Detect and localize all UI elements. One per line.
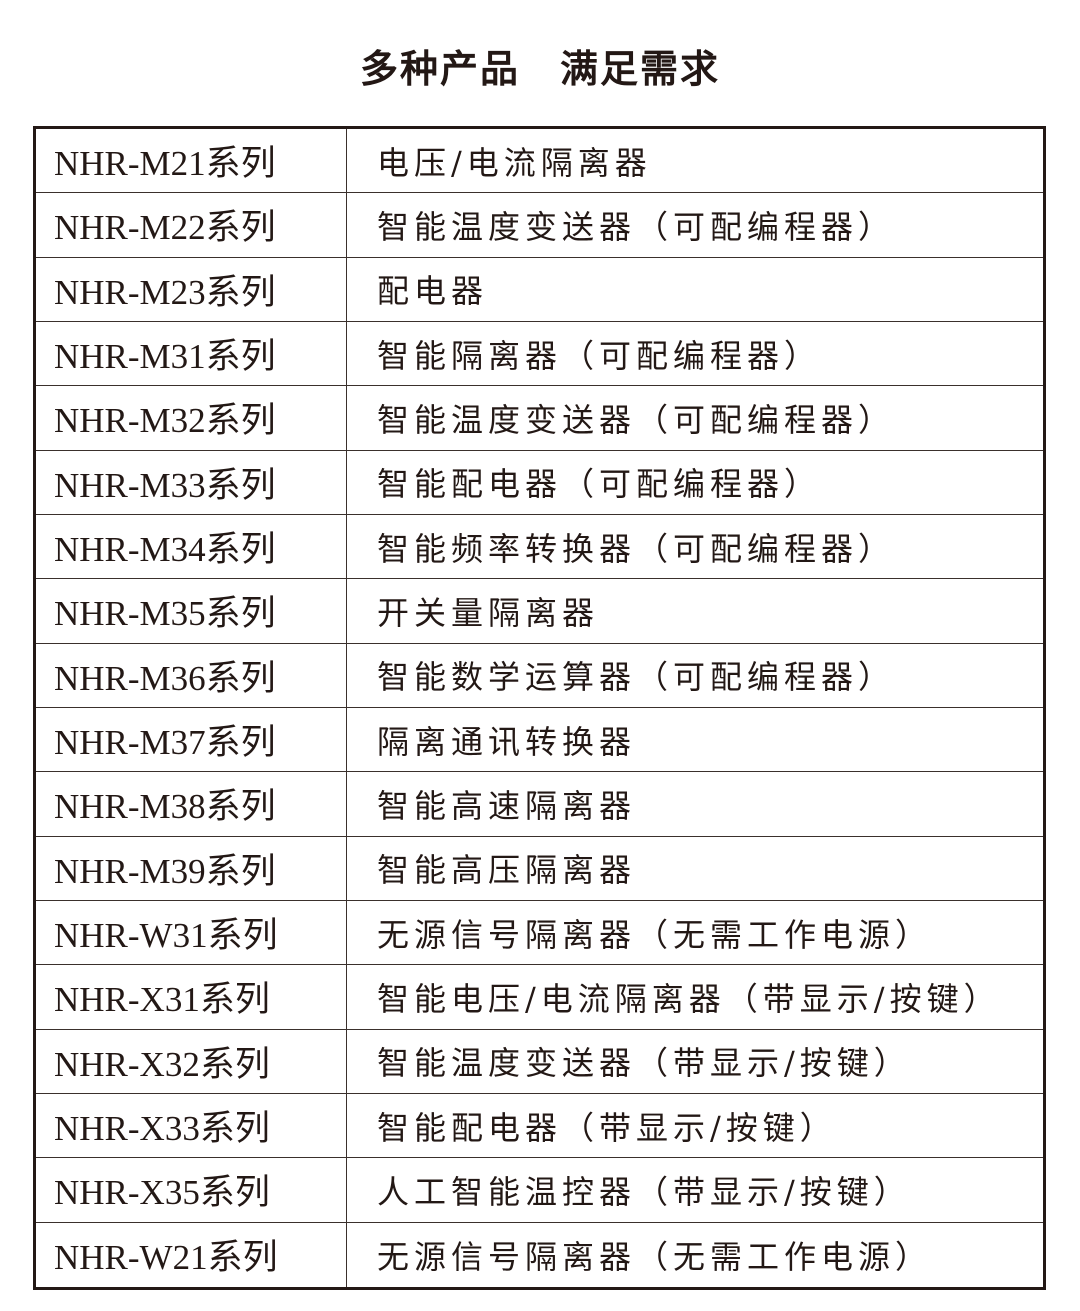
table-row: NHR-M32系列 智能温度变送器（可配编程器） — [36, 386, 1043, 451]
table-row: NHR-M36系列 智能数学运算器（可配编程器） — [36, 643, 1043, 708]
series-cell: NHR-M38系列 — [36, 772, 347, 836]
description-cell: 无源信号隔离器（无需工作电源） — [377, 915, 933, 954]
description-cell: 智能温度变送器（可配编程器） — [377, 400, 896, 439]
table-row: NHR-X33系列 智能配电器（带显示/按键） — [36, 1093, 1043, 1159]
series-cell: NHR-M21系列 — [36, 129, 347, 193]
description-cell: 开关量隔离器 — [377, 593, 600, 632]
description-cell: 配电器 — [377, 272, 489, 311]
table-row: NHR-X31系列 智能电压/电流隔离器（带显示/按键） — [36, 965, 1043, 1030]
table-row: NHR-W21系列 无源信号隔离器（无需工作电源） — [36, 1222, 1043, 1287]
description-cell: 智能频率转换器（可配编程器） — [377, 529, 896, 568]
table-row: NHR-M21系列 电压/电流隔离器 — [36, 129, 1043, 194]
series-cell: NHR-X35系列 — [36, 1158, 347, 1222]
description-cell: 智能数学运算器（可配编程器） — [377, 658, 896, 697]
description-cell: 智能温度变送器（可配编程器） — [377, 207, 896, 246]
series-cell: NHR-X32系列 — [36, 1029, 347, 1093]
series-cell: NHR-M33系列 — [36, 450, 347, 514]
series-cell: NHR-M31系列 — [36, 321, 347, 386]
table-row: NHR-M33系列 智能配电器（可配编程器） — [36, 450, 1043, 515]
page-title: 多种产品 满足需求 — [359, 47, 720, 91]
table-row: NHR-M38系列 智能高速隔离器 — [36, 772, 1043, 837]
description-cell: 人工智能温控器（带显示/按键） — [377, 1172, 911, 1211]
table-row: NHR-M37系列 隔离通讯转换器 — [36, 707, 1043, 773]
product-table: NHR-M21系列 电压/电流隔离器 NHR-M22系列 智能温度变送器（可配编程器）… — [33, 126, 1046, 1290]
series-cell: NHR-X31系列 — [36, 965, 347, 1029]
description-cell: 智能高速隔离器 — [377, 786, 637, 825]
series-cell: NHR-M39系列 — [36, 836, 347, 900]
series-cell: NHR-M22系列 — [36, 193, 347, 257]
series-cell: NHR-W21系列 — [36, 1222, 347, 1287]
series-cell: NHR-M36系列 — [36, 643, 347, 707]
description-cell: 智能配电器（带显示/按键） — [377, 1108, 837, 1147]
series-cell: NHR-M34系列 — [36, 514, 347, 579]
description-cell: 电压/电流隔离器 — [377, 143, 652, 182]
description-cell: 智能隔离器（可配编程器） — [377, 336, 822, 375]
description-cell: 智能配电器（可配编程器） — [377, 465, 822, 504]
description-cell: 隔离通讯转换器 — [377, 722, 637, 761]
description-cell: 智能温度变送器（带显示/按键） — [377, 1044, 911, 1083]
series-cell: NHR-X33系列 — [36, 1093, 347, 1158]
description-cell: 智能高压隔离器 — [377, 851, 637, 890]
table-row: NHR-M35系列 开关量隔离器 — [36, 579, 1043, 644]
series-cell: NHR-M23系列 — [36, 257, 347, 321]
table-row: NHR-M31系列 智能隔离器（可配编程器） — [36, 321, 1043, 387]
table-row: NHR-M22系列 智能温度变送器（可配编程器） — [36, 193, 1043, 258]
table-row: NHR-M34系列 智能频率转换器（可配编程器） — [36, 514, 1043, 580]
description-cell: 智能电压/电流隔离器（带显示/按键） — [377, 979, 1001, 1018]
description-cell: 无源信号隔离器（无需工作电源） — [377, 1237, 933, 1276]
table-row: NHR-W31系列 无源信号隔离器（无需工作电源） — [36, 900, 1043, 966]
series-cell: NHR-M37系列 — [36, 707, 347, 772]
table-row: NHR-X35系列 人工智能温控器（带显示/按键） — [36, 1158, 1043, 1223]
series-cell: NHR-M32系列 — [36, 386, 347, 450]
table-row: NHR-M39系列 智能高压隔离器 — [36, 836, 1043, 901]
table-row: NHR-M23系列 配电器 — [36, 257, 1043, 322]
series-cell: NHR-M35系列 — [36, 579, 347, 643]
table-row: NHR-X32系列 智能温度变送器（带显示/按键） — [36, 1029, 1043, 1094]
series-cell: NHR-W31系列 — [36, 900, 347, 965]
